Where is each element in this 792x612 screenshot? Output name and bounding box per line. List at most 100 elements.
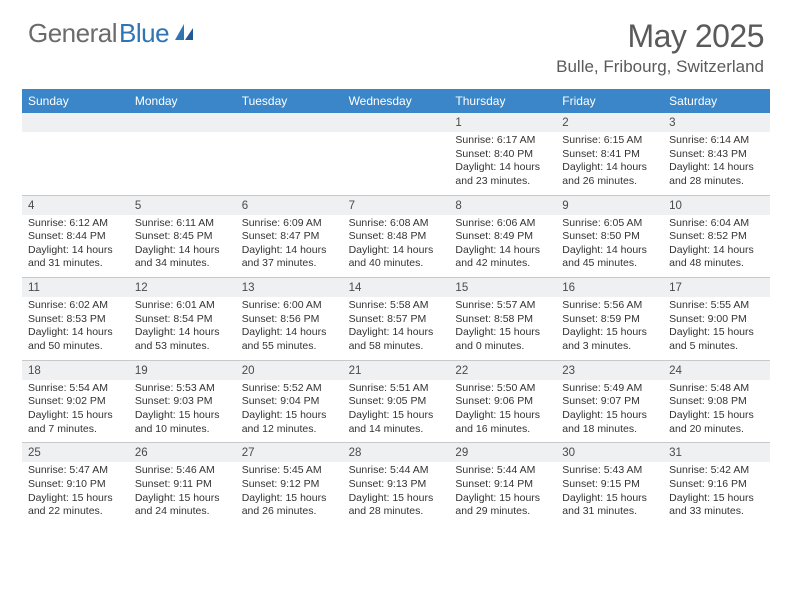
daylight-text: and 10 minutes.: [135, 423, 230, 437]
day-cell: Sunrise: 5:42 AMSunset: 9:16 PMDaylight:…: [663, 462, 770, 525]
day-number: 16: [556, 278, 663, 297]
daylight-text: Daylight: 15 hours: [455, 492, 550, 506]
sunset-text: Sunset: 8:43 PM: [669, 148, 764, 162]
day-cell: Sunrise: 5:53 AMSunset: 9:03 PMDaylight:…: [129, 380, 236, 443]
daylight-text: and 0 minutes.: [455, 340, 550, 354]
daylight-text: and 40 minutes.: [349, 257, 444, 271]
sunset-text: Sunset: 8:54 PM: [135, 313, 230, 327]
sunset-text: Sunset: 8:57 PM: [349, 313, 444, 327]
day-number: 18: [22, 361, 129, 380]
sunrise-text: Sunrise: 6:17 AM: [455, 134, 550, 148]
day-number: [22, 113, 129, 132]
daylight-text: and 20 minutes.: [669, 423, 764, 437]
day-cell: Sunrise: 6:11 AMSunset: 8:45 PMDaylight:…: [129, 215, 236, 278]
day-number: 30: [556, 443, 663, 462]
day-cell: Sunrise: 5:45 AMSunset: 9:12 PMDaylight:…: [236, 462, 343, 525]
sunset-text: Sunset: 9:04 PM: [242, 395, 337, 409]
daylight-text: and 53 minutes.: [135, 340, 230, 354]
daylight-text: Daylight: 14 hours: [562, 161, 657, 175]
day-cell: Sunrise: 6:00 AMSunset: 8:56 PMDaylight:…: [236, 297, 343, 360]
sunrise-text: Sunrise: 5:57 AM: [455, 299, 550, 313]
daylight-text: Daylight: 14 hours: [242, 244, 337, 258]
day-number: 8: [449, 196, 556, 215]
sunset-text: Sunset: 9:03 PM: [135, 395, 230, 409]
daylight-text: Daylight: 14 hours: [349, 326, 444, 340]
sunset-text: Sunset: 8:59 PM: [562, 313, 657, 327]
logo-text-blue: Blue: [119, 18, 169, 49]
day-cell: Sunrise: 6:17 AMSunset: 8:40 PMDaylight:…: [449, 132, 556, 195]
weeks-container: 12 3 Sunrise: 6:17 AMSunset: 8:40 PMDaylig…: [22, 113, 770, 525]
sunrise-text: Sunrise: 6:01 AM: [135, 299, 230, 313]
daylight-text: and 24 minutes.: [135, 505, 230, 519]
sunrise-text: Sunrise: 6:00 AM: [242, 299, 337, 313]
daylight-text: and 55 minutes.: [242, 340, 337, 354]
daylight-text: and 34 minutes.: [135, 257, 230, 271]
day-cell: Sunrise: 5:56 AMSunset: 8:59 PMDaylight:…: [556, 297, 663, 360]
daynum-row: 18192021222324: [22, 361, 770, 380]
sunset-text: Sunset: 8:47 PM: [242, 230, 337, 244]
day-number: 12: [129, 278, 236, 297]
day-number: 2: [556, 113, 663, 132]
daylight-text: and 48 minutes.: [669, 257, 764, 271]
location-text: Bulle, Fribourg, Switzerland: [556, 57, 764, 77]
daylight-text: Daylight: 15 hours: [242, 409, 337, 423]
daylight-text: Daylight: 14 hours: [242, 326, 337, 340]
daylight-text: and 5 minutes.: [669, 340, 764, 354]
sunset-text: Sunset: 8:49 PM: [455, 230, 550, 244]
day-header-tue: Tuesday: [236, 89, 343, 113]
day-number: 29: [449, 443, 556, 462]
title-block: May 2025 Bulle, Fribourg, Switzerland: [556, 18, 764, 77]
sunrise-text: Sunrise: 6:09 AM: [242, 217, 337, 231]
daylight-text: Daylight: 15 hours: [562, 326, 657, 340]
sunrise-text: Sunrise: 5:45 AM: [242, 464, 337, 478]
daylight-text: Daylight: 15 hours: [455, 326, 550, 340]
daylight-text: and 31 minutes.: [28, 257, 123, 271]
week-row: Sunrise: 6:12 AMSunset: 8:44 PMDaylight:…: [22, 215, 770, 278]
day-cell: Sunrise: 5:48 AMSunset: 9:08 PMDaylight:…: [663, 380, 770, 443]
week-row: Sunrise: 5:54 AMSunset: 9:02 PMDaylight:…: [22, 380, 770, 443]
day-number: 17: [663, 278, 770, 297]
daynum-row: 25262728293031: [22, 443, 770, 462]
daylight-text: Daylight: 15 hours: [349, 409, 444, 423]
sunrise-text: Sunrise: 6:06 AM: [455, 217, 550, 231]
sunrise-text: Sunrise: 5:46 AM: [135, 464, 230, 478]
day-cell: Sunrise: 6:08 AMSunset: 8:48 PMDaylight:…: [343, 215, 450, 278]
sunrise-text: Sunrise: 6:12 AM: [28, 217, 123, 231]
sunset-text: Sunset: 9:05 PM: [349, 395, 444, 409]
day-cell: Sunrise: 6:04 AMSunset: 8:52 PMDaylight:…: [663, 215, 770, 278]
daylight-text: and 50 minutes.: [28, 340, 123, 354]
daylight-text: and 12 minutes.: [242, 423, 337, 437]
sunrise-text: Sunrise: 6:14 AM: [669, 134, 764, 148]
day-number: 5: [129, 196, 236, 215]
sunset-text: Sunset: 9:12 PM: [242, 478, 337, 492]
daylight-text: and 7 minutes.: [28, 423, 123, 437]
day-number: 23: [556, 361, 663, 380]
daylight-text: Daylight: 15 hours: [669, 326, 764, 340]
sunrise-text: Sunrise: 5:50 AM: [455, 382, 550, 396]
day-cell: Sunrise: 5:57 AMSunset: 8:58 PMDaylight:…: [449, 297, 556, 360]
sunset-text: Sunset: 9:16 PM: [669, 478, 764, 492]
sunrise-text: Sunrise: 5:42 AM: [669, 464, 764, 478]
day-cell: Sunrise: 5:55 AMSunset: 9:00 PMDaylight:…: [663, 297, 770, 360]
daylight-text: Daylight: 15 hours: [28, 492, 123, 506]
day-cell: Sunrise: 6:12 AMSunset: 8:44 PMDaylight:…: [22, 215, 129, 278]
day-number: 15: [449, 278, 556, 297]
day-cell: Sunrise: 5:44 AMSunset: 9:13 PMDaylight:…: [343, 462, 450, 525]
daylight-text: and 26 minutes.: [562, 175, 657, 189]
daynum-row: 45678910: [22, 196, 770, 215]
daylight-text: Daylight: 15 hours: [669, 492, 764, 506]
daylight-text: and 18 minutes.: [562, 423, 657, 437]
daylight-text: and 33 minutes.: [669, 505, 764, 519]
day-cell: Sunrise: 6:05 AMSunset: 8:50 PMDaylight:…: [556, 215, 663, 278]
day-number: 31: [663, 443, 770, 462]
sunrise-text: Sunrise: 6:05 AM: [562, 217, 657, 231]
daylight-text: and 16 minutes.: [455, 423, 550, 437]
daylight-text: Daylight: 14 hours: [28, 326, 123, 340]
sunrise-text: Sunrise: 6:02 AM: [28, 299, 123, 313]
day-number: 7: [343, 196, 450, 215]
daylight-text: Daylight: 14 hours: [669, 161, 764, 175]
daynum-row: 11121314151617: [22, 278, 770, 297]
day-cell: Sunrise: 5:44 AMSunset: 9:14 PMDaylight:…: [449, 462, 556, 525]
daylight-text: Daylight: 14 hours: [455, 244, 550, 258]
day-number: 3: [663, 113, 770, 132]
